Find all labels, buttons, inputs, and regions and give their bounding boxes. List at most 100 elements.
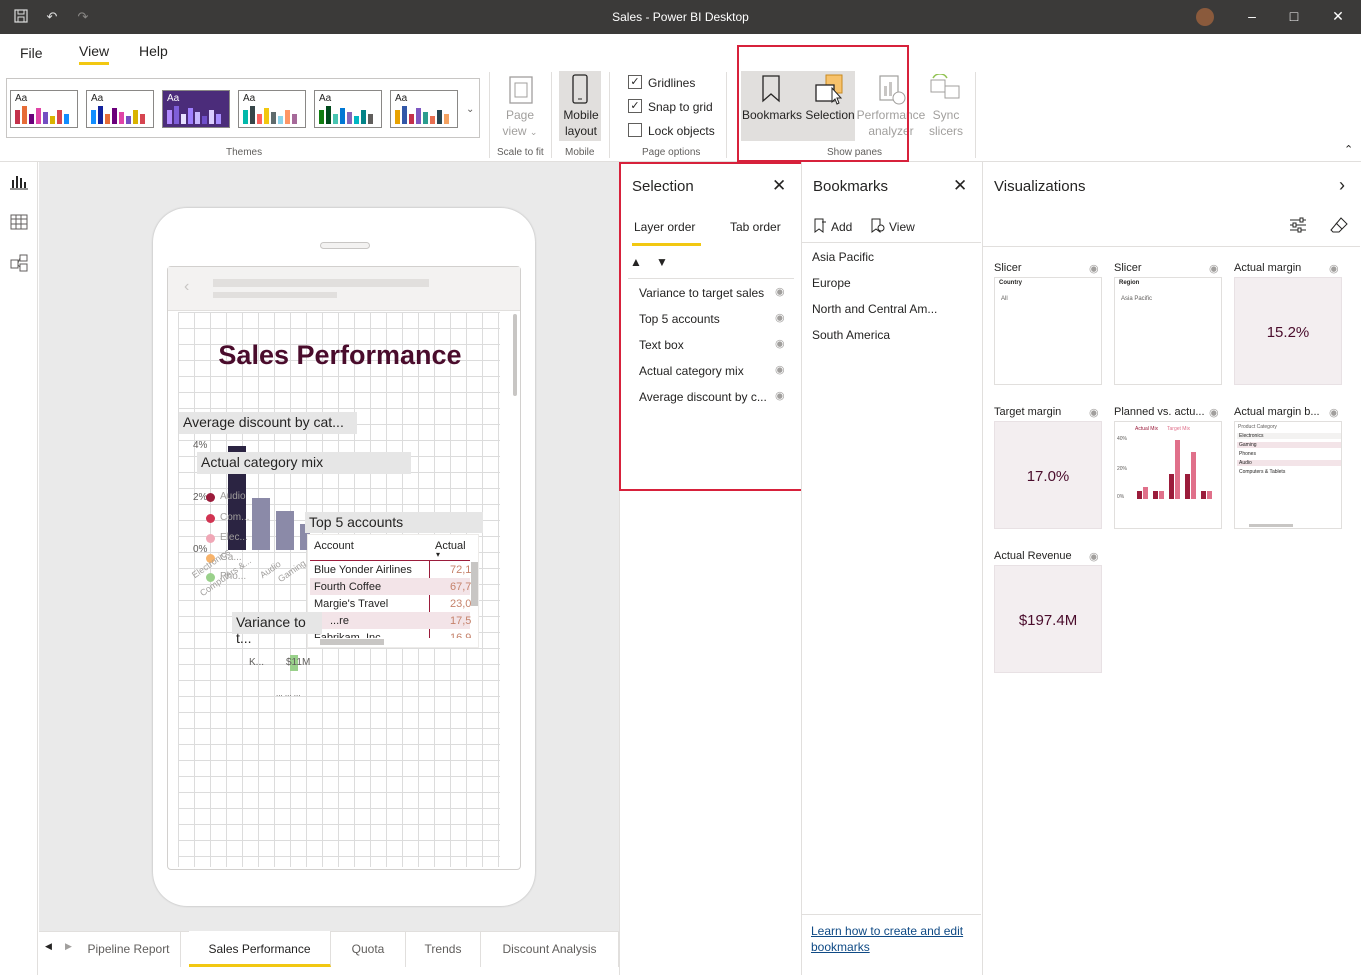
viz-card-actual-margin-by[interactable]: Product Category Electronics Gaming Phon… — [1234, 421, 1342, 529]
tab-quota[interactable]: Quota — [331, 931, 406, 967]
theme-aa-label: Aa — [319, 93, 332, 104]
view-bookmark-button[interactable]: View — [889, 220, 915, 234]
collapse-ribbon-icon[interactable]: ⌃ — [1344, 144, 1354, 156]
report-title[interactable]: Sales Performance — [218, 340, 462, 370]
eye-icon[interactable]: ◉ — [1209, 263, 1219, 275]
move-down-icon[interactable]: ▼ — [656, 255, 668, 269]
selection-item[interactable]: Text box — [639, 338, 684, 352]
maximize-icon[interactable]: □ — [1289, 8, 1299, 24]
theme-swatch-2[interactable]: Aa — [86, 90, 154, 128]
tab-trends[interactable]: Trends — [406, 931, 481, 967]
eye-icon[interactable]: ◉ — [1329, 263, 1339, 275]
mix-bar — [1191, 452, 1196, 499]
theme-swatch-6[interactable]: Aa — [390, 90, 458, 128]
gridlines-checkbox[interactable]: ✓ — [628, 75, 642, 89]
selection-item[interactable]: Actual category mix — [639, 364, 744, 378]
table-hscroll[interactable] — [320, 639, 384, 645]
table-vscroll[interactable] — [471, 562, 478, 606]
page-view-button[interactable]: Page view ⌄ — [498, 107, 542, 140]
back-chevron-icon[interactable]: ‹ — [184, 278, 190, 295]
eye-icon[interactable]: ◉ — [775, 390, 785, 402]
viz-card-slicer-country[interactable]: Country All — [994, 277, 1102, 385]
viz-card-actual-revenue[interactable]: $197.4M — [994, 565, 1102, 673]
viz-card-target-margin[interactable]: 17.0% — [994, 421, 1102, 529]
eye-icon[interactable]: ◉ — [1089, 263, 1099, 275]
phone-header — [168, 267, 520, 311]
bookmark-item[interactable]: Europe — [812, 276, 851, 290]
avg-discount-label[interactable]: Average discount by cat... — [179, 412, 357, 434]
mobile-layout-button[interactable] — [559, 71, 601, 141]
theme-aa-label: Aa — [15, 93, 28, 104]
minimize-icon[interactable]: – — [1248, 8, 1256, 24]
table-cell: ...re — [330, 615, 349, 627]
add-bookmark-icon — [813, 218, 827, 237]
chevron-right-icon[interactable]: › — [1339, 175, 1345, 195]
menu-file[interactable]: File — [20, 45, 43, 61]
page-view-icon[interactable] — [508, 75, 534, 108]
table-hscroll[interactable] — [1249, 524, 1293, 527]
eye-icon[interactable]: ◉ — [775, 286, 785, 298]
phone-icon — [571, 74, 589, 107]
table-header[interactable]: Actual R — [435, 540, 469, 552]
variance-label[interactable]: Variance to t... — [232, 612, 322, 646]
bookmark-item[interactable]: South America — [812, 328, 891, 342]
theme-swatch-5[interactable]: Aa — [314, 90, 382, 128]
sync-slicers-button[interactable]: Sync slicers — [922, 107, 970, 139]
bookmarks-help-link[interactable]: Learn how to create and edit bookmarks — [811, 924, 964, 954]
tab-tab-order[interactable]: Tab order — [730, 220, 781, 234]
tab-sales-performance[interactable]: Sales Performance — [189, 931, 331, 967]
theme-aa-label: Aa — [91, 93, 104, 104]
model-view-icon[interactable] — [10, 254, 28, 275]
filters-icon[interactable] — [1289, 217, 1307, 236]
viz-card-planned-vs-actual[interactable]: Actual Mix Target Mix 40% 20% 0% — [1114, 421, 1222, 529]
bookmarks-button[interactable]: Bookmarks — [742, 108, 803, 122]
redo-icon[interactable]: ↷ — [77, 9, 89, 24]
add-bookmark-button[interactable]: Add — [831, 220, 853, 234]
theme-swatch-3[interactable]: Aa — [162, 90, 230, 128]
tab-pipeline-report[interactable]: Pipeline Report — [77, 931, 181, 967]
selection-item[interactable]: Variance to target sales — [639, 286, 765, 300]
avatar[interactable] — [1196, 8, 1214, 26]
close-icon[interactable]: ✕ — [1332, 8, 1344, 24]
eye-icon[interactable]: ◉ — [1089, 551, 1099, 563]
selection-item[interactable]: Average discount by c... — [639, 390, 767, 404]
eraser-icon[interactable] — [1330, 217, 1348, 236]
data-view-icon[interactable] — [10, 214, 28, 233]
save-icon[interactable] — [12, 8, 30, 26]
close-icon[interactable]: ✕ — [772, 176, 787, 195]
themes-expand-icon[interactable]: ⌄ — [466, 104, 475, 115]
tab-scroll-left-icon[interactable]: ◀ — [45, 941, 52, 951]
selection-item[interactable]: Top 5 accounts — [639, 312, 720, 326]
snap-to-grid-checkbox[interactable]: ✓ — [628, 99, 642, 113]
sort-icon[interactable]: ▾ — [436, 550, 441, 559]
theme-swatch-4[interactable]: Aa — [238, 90, 306, 128]
eye-icon[interactable]: ◉ — [1089, 407, 1099, 419]
top5-label[interactable]: Top 5 accounts — [305, 512, 483, 533]
bookmark-item[interactable]: North and Central Am... — [812, 302, 938, 316]
viz-card-actual-margin[interactable]: 15.2% — [1234, 277, 1342, 385]
eye-icon[interactable]: ◉ — [775, 312, 785, 324]
theme-swatch-1[interactable]: Aa — [10, 90, 78, 128]
report-view-icon[interactable] — [10, 174, 28, 193]
menu-help[interactable]: Help — [139, 43, 168, 59]
lock-objects-checkbox[interactable] — [628, 123, 642, 137]
viz-card-slicer-region[interactable]: Region Asia Pacific — [1114, 277, 1222, 385]
category-mix-label[interactable]: Actual category mix — [197, 452, 411, 474]
table-header[interactable]: Account — [314, 540, 354, 552]
bookmark-item[interactable]: Asia Pacific — [812, 250, 875, 264]
eye-icon[interactable]: ◉ — [775, 338, 785, 350]
menu-view[interactable]: View — [79, 43, 110, 59]
selection-button[interactable]: Selection — [805, 108, 855, 122]
eye-icon[interactable]: ◉ — [775, 364, 785, 376]
tab-scroll-right-icon[interactable]: ▶ — [65, 941, 72, 951]
legend-dot — [206, 493, 215, 502]
close-icon[interactable]: ✕ — [953, 176, 968, 195]
eye-icon[interactable]: ◉ — [1209, 407, 1219, 419]
eye-icon[interactable]: ◉ — [1329, 407, 1339, 419]
bookmarks-pane — [801, 162, 982, 975]
move-up-icon[interactable]: ▲ — [630, 255, 642, 269]
canvas-scrollbar[interactable] — [513, 314, 517, 396]
tab-discount-analysis[interactable]: Discount Analysis — [481, 931, 619, 967]
tab-layer-order[interactable]: Layer order — [634, 220, 696, 234]
undo-icon[interactable]: ↶ — [46, 9, 58, 24]
